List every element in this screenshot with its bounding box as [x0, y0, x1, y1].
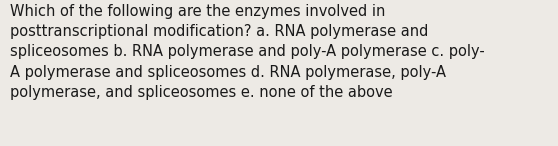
Text: Which of the following are the enzymes involved in
posttranscriptional modificat: Which of the following are the enzymes i…	[10, 4, 485, 100]
